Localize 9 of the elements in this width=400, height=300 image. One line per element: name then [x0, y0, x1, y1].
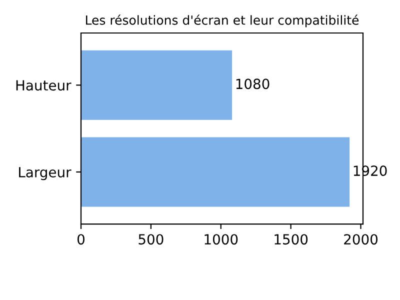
x-tick-label: 1500 [274, 234, 308, 245]
x-tick-label: 2000 [344, 234, 378, 245]
chart-title: Les résolutions d'écran et leur compatibilité [86, 14, 359, 28]
x-tick-label: 500 [138, 234, 164, 245]
x-tick-label: 1000 [204, 234, 238, 245]
y-tick-label: Largeur [19, 167, 72, 180]
data-label: 1080 [236, 78, 270, 90]
y-tick-label: Hauteur [16, 80, 72, 91]
x-tick-label: 0 [77, 234, 84, 245]
